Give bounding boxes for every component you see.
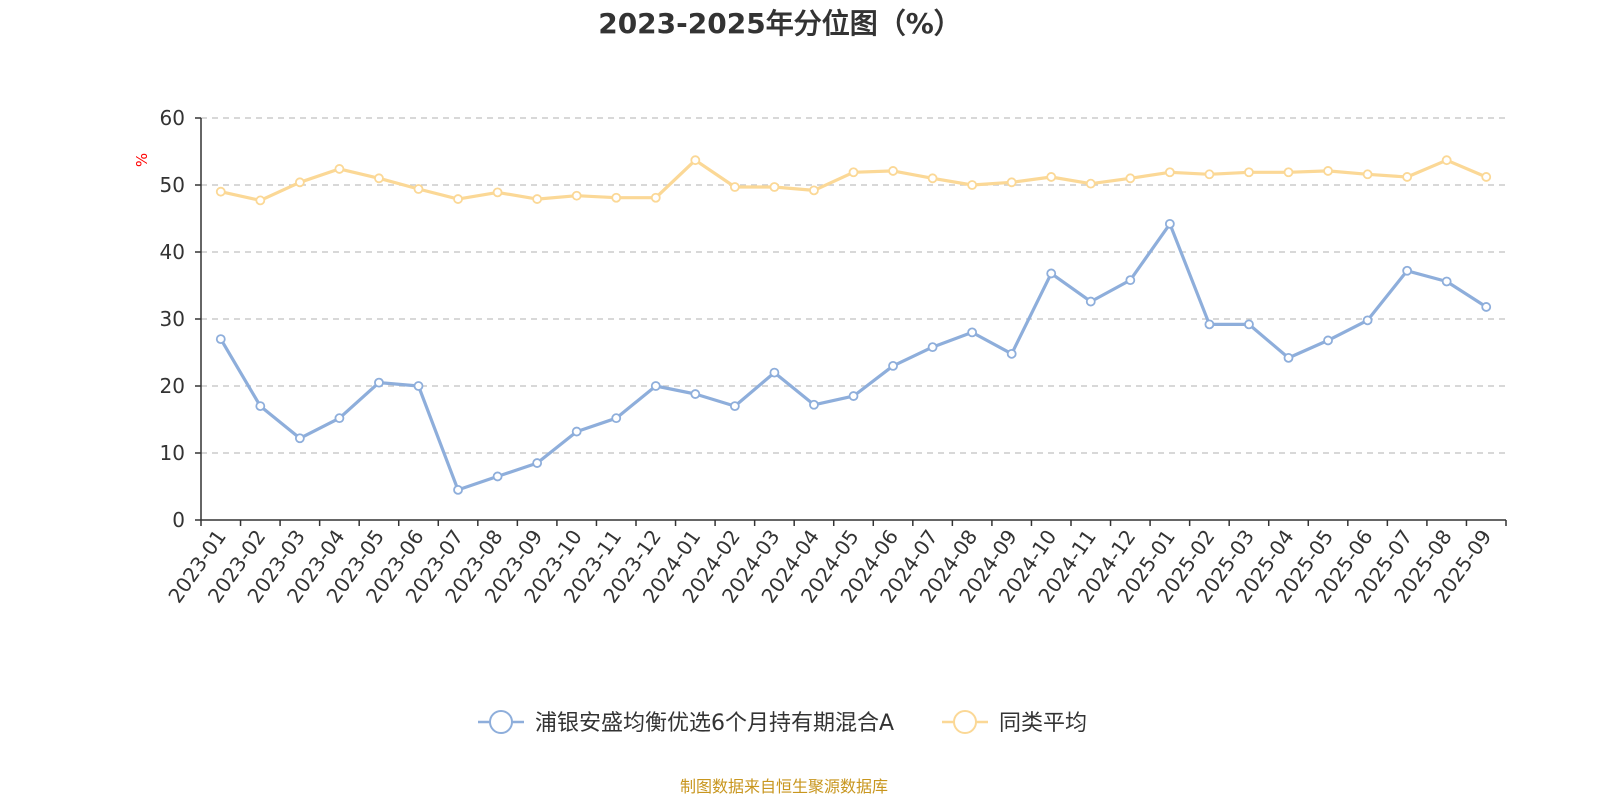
data-point	[927, 342, 938, 353]
data-point	[809, 185, 819, 196]
data-point	[215, 334, 226, 345]
data-point	[453, 484, 463, 495]
data-point	[374, 173, 384, 184]
y-tick-label: 50	[160, 173, 185, 197]
x-axis-ticks: 2023-012023-022023-032023-042023-052023-…	[163, 520, 1507, 607]
y-tick-label: 60	[160, 106, 185, 130]
y-tick-label: 20	[160, 374, 185, 398]
series-layer	[215, 155, 1492, 495]
data-point	[294, 433, 305, 444]
data-point	[611, 192, 622, 203]
data-point	[690, 155, 701, 166]
data-point	[1481, 172, 1492, 182]
data-point	[1362, 169, 1373, 180]
data-point	[888, 166, 898, 176]
data-point	[967, 180, 978, 190]
data-point	[492, 187, 503, 198]
data-point	[1164, 218, 1175, 229]
data-point	[1244, 167, 1254, 178]
data-point	[967, 327, 978, 338]
data-point	[255, 401, 266, 412]
grid-lines	[201, 117, 1506, 454]
legend: 浦银安盛均衡优选6个月持有期混合A 同类平均	[478, 710, 1087, 736]
series-group	[215, 218, 1492, 495]
y-tick-label: 30	[160, 307, 185, 331]
legend-label: 浦银安盛均衡优选6个月持有期混合A	[535, 711, 894, 736]
data-point	[611, 413, 622, 424]
data-point	[690, 389, 701, 399]
data-point	[1362, 315, 1373, 326]
data-point	[848, 391, 859, 401]
legend-item: 浦银安盛均衡优选6个月持有期混合A	[478, 710, 894, 736]
data-point	[492, 471, 503, 482]
data-point	[453, 194, 463, 204]
data-point	[1085, 178, 1096, 189]
data-point	[1125, 173, 1136, 184]
data-point	[1204, 169, 1215, 180]
legend-item: 同类平均	[942, 710, 1087, 736]
data-point	[1441, 276, 1452, 287]
data-point	[571, 190, 582, 201]
data-point	[1481, 302, 1492, 312]
data-point	[1323, 335, 1333, 346]
data-point	[1046, 172, 1057, 182]
data-point	[1164, 167, 1175, 178]
y-tick-label: 40	[160, 240, 185, 264]
data-point	[255, 195, 266, 206]
data-point	[215, 186, 226, 197]
data-point	[650, 192, 661, 203]
data-point	[1402, 172, 1413, 182]
y-tick-label: 0	[172, 508, 185, 532]
data-point	[1204, 319, 1215, 330]
data-point	[769, 367, 780, 378]
data-point	[374, 377, 384, 388]
chart-title: 2023-2025年分位图（%）	[598, 7, 962, 40]
legend-label: 同类平均	[999, 711, 1087, 736]
data-point	[334, 413, 345, 424]
data-point	[848, 167, 859, 178]
data-point	[809, 399, 819, 410]
data-point	[888, 360, 898, 371]
data-point	[1402, 265, 1413, 276]
data-point	[729, 182, 740, 192]
data-point	[1125, 275, 1136, 286]
data-point	[532, 194, 543, 204]
data-point	[1046, 268, 1057, 279]
data-point	[334, 164, 345, 174]
y-axis-ticks: 0 10 20 30 40 50 60	[160, 106, 201, 532]
data-point	[927, 173, 938, 184]
data-point	[532, 458, 543, 468]
series-line	[219, 222, 1488, 492]
data-point	[294, 177, 305, 188]
data-source-note: 制图数据来自恒生聚源数据库	[680, 777, 888, 796]
data-point	[413, 381, 424, 391]
data-point	[1244, 319, 1254, 330]
data-point	[1441, 155, 1452, 166]
data-point	[729, 401, 740, 412]
data-point	[1283, 352, 1294, 363]
data-point	[650, 381, 661, 391]
data-point	[1283, 167, 1294, 178]
data-point	[413, 184, 424, 194]
data-point	[571, 426, 582, 437]
series-group	[215, 155, 1492, 206]
data-point	[1006, 177, 1017, 188]
data-point	[1323, 166, 1333, 176]
y-axis-unit-label: %	[133, 153, 151, 167]
data-point	[1085, 296, 1096, 307]
y-tick-label: 10	[160, 441, 185, 465]
series-line	[220, 158, 1487, 202]
data-point	[1006, 348, 1017, 359]
legend-marker	[953, 710, 977, 734]
data-point	[769, 182, 780, 192]
legend-marker	[489, 710, 513, 734]
